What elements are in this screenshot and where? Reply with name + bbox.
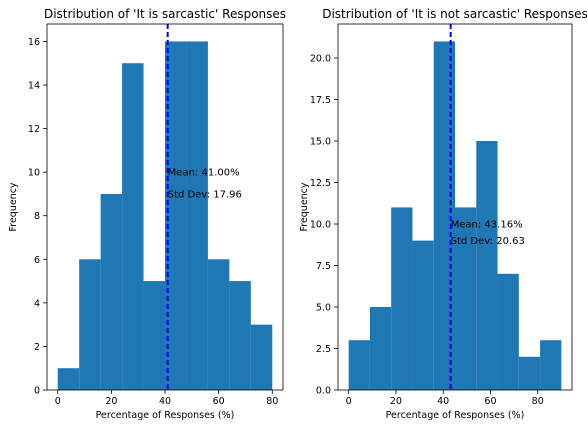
mean-annotation: Mean: 43.16%	[451, 220, 523, 231]
histogram-bar	[518, 356, 541, 390]
x-axis-label: Percentage of Responses (%)	[96, 410, 235, 421]
histogram-bar	[207, 259, 230, 390]
histogram-bar	[165, 41, 187, 391]
y-tick-label: 7.5	[316, 261, 331, 272]
y-tick-label: 17.5	[310, 95, 331, 106]
y-tick-label: 0.0	[316, 386, 331, 397]
chart-title: Distribution of 'It is sarcastic' Respon…	[44, 7, 286, 21]
mean-annotation: Mean: 41.00%	[168, 168, 240, 179]
y-tick-label: 16	[28, 37, 40, 48]
histogram-bar	[100, 193, 123, 390]
histogram-bar	[186, 41, 208, 391]
histogram-bar	[122, 63, 144, 390]
y-tick-label: 15.0	[310, 137, 331, 148]
histogram-bar	[57, 368, 80, 390]
plot-frame	[337, 23, 573, 391]
y-tick-label: 14	[28, 81, 40, 92]
x-tick-label: 20	[105, 396, 117, 407]
std-annotation: Std Dev: 17.96	[168, 189, 242, 200]
histogram-bar	[391, 207, 413, 390]
histogram-not-sarcastic-panel: 0 20 40 60 80 0.0 2.5 5.0 7.5 10.0 12.5 15.0 17.5 20.…	[299, 7, 588, 421]
histogram-bar	[369, 307, 392, 390]
x-tick-label: 40	[159, 396, 171, 407]
histogram-bar	[79, 259, 101, 390]
histogram-bar	[412, 240, 434, 390]
histogram-bar	[497, 273, 519, 390]
x-tick-label: 80	[266, 396, 278, 407]
y-tick-label: 10	[28, 168, 40, 179]
x-tick-label: 20	[390, 396, 402, 407]
x-tick-label: 60	[213, 396, 225, 407]
y-tick-label: 10.0	[310, 220, 331, 231]
y-tick-label: 8	[34, 211, 40, 222]
x-tick-label: 80	[532, 396, 544, 407]
histogram-bar	[348, 340, 370, 390]
histogram-bar	[540, 340, 562, 390]
y-tick-label: 5.0	[316, 303, 331, 314]
x-tick-label: 0	[346, 396, 352, 407]
histogram-bar	[433, 41, 455, 391]
y-tick-label: 2	[34, 342, 40, 353]
y-tick-label: 6	[34, 255, 40, 266]
histogram-bar	[250, 324, 273, 390]
y-axis-label: Frequency	[8, 182, 19, 231]
y-axis-label: Frequency	[299, 182, 310, 231]
y-tick-label: 0	[34, 386, 40, 397]
histogram-bar	[476, 141, 498, 390]
std-annotation: Std Dev: 20.63	[451, 236, 525, 247]
y-tick-label: 12.5	[310, 178, 331, 189]
y-tick-label: 2.5	[316, 344, 331, 355]
histogram-bar	[229, 281, 251, 390]
y-tick-label: 20.0	[310, 54, 331, 65]
histogram-bar	[143, 281, 165, 390]
histogram-sarcastic-panel: 0 20 40 60 80 0 2 4 6 8 10 12 14 16 Distribution of 'I…	[8, 7, 286, 421]
x-tick-label: 0	[55, 396, 61, 407]
y-tick-label: 12	[28, 124, 40, 135]
x-tick-label: 60	[484, 396, 496, 407]
x-tick-label: 40	[437, 396, 449, 407]
histogram-bar	[455, 207, 477, 390]
x-axis-label: Percentage of Responses (%)	[386, 410, 525, 421]
chart-title: Distribution of 'It is not sarcastic' Re…	[322, 7, 588, 21]
y-tick-label: 4	[34, 298, 40, 309]
